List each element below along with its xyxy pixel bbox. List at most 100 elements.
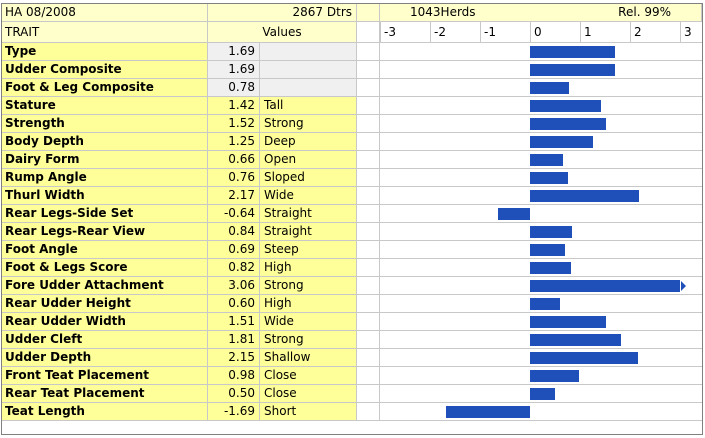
- trait-bar: [530, 64, 615, 76]
- trait-description: Straight: [260, 205, 357, 223]
- trait-row: Rear Teat Placement 0.50 Close: [2, 385, 702, 403]
- row-spacer: [357, 79, 380, 97]
- row-spacer: [357, 277, 380, 295]
- trait-bar: [530, 244, 565, 256]
- trait-bar: [530, 262, 571, 274]
- trait-value: 0.69: [208, 241, 260, 259]
- trait-description: Tall: [260, 97, 357, 115]
- row-spacer: [357, 367, 380, 385]
- bar-cell: [380, 97, 702, 115]
- trait-row: Rear Legs-Rear View 0.84 Straight: [2, 223, 702, 241]
- trait-name: Udder Cleft: [2, 331, 208, 349]
- trait-value: 2.15: [208, 349, 260, 367]
- row-spacer: [357, 385, 380, 403]
- trait-description: Strong: [260, 115, 357, 133]
- trait-bar: [530, 316, 606, 328]
- trait-value: 2.17: [208, 187, 260, 205]
- trait-bar: [445, 406, 530, 418]
- row-spacer: [357, 61, 380, 79]
- header-row-columns: TRAIT Values -3 -2 -1 0 1 2 3: [2, 22, 702, 43]
- trait-bar: [530, 190, 639, 202]
- trait-value: 0.50: [208, 385, 260, 403]
- trait-value: 1.51: [208, 313, 260, 331]
- axis-gridline: [630, 22, 631, 42]
- bar-cell: [380, 331, 702, 349]
- trait-name: Dairy Form: [2, 151, 208, 169]
- trait-bar: [530, 280, 680, 292]
- trait-bar: [530, 388, 555, 400]
- header-spacer: [357, 4, 380, 22]
- trait-description: [260, 43, 357, 61]
- trait-description: Open: [260, 151, 357, 169]
- trait-name: Body Depth: [2, 133, 208, 151]
- trait-bar: [530, 100, 601, 112]
- trait-bar: [530, 226, 572, 238]
- bar-cell: [380, 277, 702, 295]
- bar-cell: [380, 367, 702, 385]
- row-spacer: [357, 115, 380, 133]
- trait-value: 1.81: [208, 331, 260, 349]
- row-spacer: [357, 133, 380, 151]
- trait-row: Foot Angle 0.69 Steep: [2, 241, 702, 259]
- axis-gridline: [530, 22, 531, 42]
- axis-gridline: [680, 22, 681, 42]
- bar-cell: [380, 259, 702, 277]
- row-spacer: [357, 43, 380, 61]
- axis-tick-label: 0: [534, 25, 542, 39]
- trait-bar: [530, 298, 560, 310]
- trait-value: 1.52: [208, 115, 260, 133]
- axis-gridline: [430, 22, 431, 42]
- trait-row: Foot & Legs Score 0.82 High: [2, 259, 702, 277]
- trait-description: Wide: [260, 313, 357, 331]
- trait-value: 1.42: [208, 97, 260, 115]
- trait-row: Udder Cleft 1.81 Strong: [2, 331, 702, 349]
- trait-bar: [530, 352, 638, 364]
- trait-row: Stature 1.42 Tall: [2, 97, 702, 115]
- trait-description: Close: [260, 385, 357, 403]
- trait-name: Foot & Leg Composite: [2, 79, 208, 97]
- trait-row: Body Depth 1.25 Deep: [2, 133, 702, 151]
- trait-name: Rear Udder Height: [2, 295, 208, 313]
- bar-cell: [380, 133, 702, 151]
- bar-cell: [380, 169, 702, 187]
- trait-name: Strength: [2, 115, 208, 133]
- axis-scale: -3 -2 -1 0 1 2 3: [380, 22, 702, 43]
- axis-tick-label: -3: [384, 25, 396, 39]
- bar-cell: [380, 151, 702, 169]
- trait-name: Rear Teat Placement: [2, 385, 208, 403]
- axis-gridline: [580, 22, 581, 42]
- axis-gridline: [380, 22, 381, 42]
- row-spacer: [357, 241, 380, 259]
- bar-cell: [380, 43, 702, 61]
- trait-value: -1.69: [208, 403, 260, 421]
- trait-description: Sloped: [260, 169, 357, 187]
- trait-name: Rear Legs-Side Set: [2, 205, 208, 223]
- trait-name: Type: [2, 43, 208, 61]
- row-spacer: [357, 205, 380, 223]
- row-spacer: [357, 97, 380, 115]
- row-spacer: [357, 295, 380, 313]
- trait-value: 1.25: [208, 133, 260, 151]
- values-column-header: Values: [208, 22, 357, 43]
- trait-bar: [530, 154, 563, 166]
- reliability-label: Rel. 99%: [618, 5, 671, 19]
- trait-row: Rear Udder Height 0.60 High: [2, 295, 702, 313]
- trait-bar: [530, 118, 606, 130]
- trait-value: 3.06: [208, 277, 260, 295]
- trait-name: Foot Angle: [2, 241, 208, 259]
- herds-count: 1043Herds Rel. 99%: [380, 4, 702, 22]
- bar-cell: [380, 403, 702, 421]
- daughters-count: 2867 Dtrs: [208, 4, 357, 22]
- bar-cell: [380, 295, 702, 313]
- evaluation-title: HA 08/2008: [2, 4, 208, 22]
- row-spacer: [357, 259, 380, 277]
- trait-value: 0.84: [208, 223, 260, 241]
- trait-name: Udder Composite: [2, 61, 208, 79]
- herds-label: 1043Herds: [410, 5, 476, 19]
- trait-row: Strength 1.52 Strong: [2, 115, 702, 133]
- trait-bar: [530, 172, 568, 184]
- trait-value: 0.82: [208, 259, 260, 277]
- row-spacer: [357, 349, 380, 367]
- trait-value: 0.78: [208, 79, 260, 97]
- trait-row: Fore Udder Attachment 3.06 Strong: [2, 277, 702, 295]
